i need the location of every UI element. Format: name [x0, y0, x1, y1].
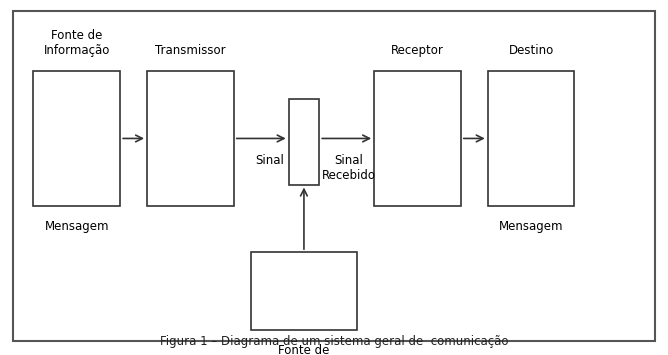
Text: Mensagem: Mensagem — [499, 220, 563, 233]
Text: Transmissor: Transmissor — [155, 44, 226, 57]
Bar — [250, 252, 357, 330]
Bar — [289, 99, 319, 185]
Text: Mensagem: Mensagem — [45, 220, 109, 233]
Bar — [488, 71, 574, 206]
Text: Sinal: Sinal — [255, 154, 284, 168]
Text: Receptor: Receptor — [391, 44, 444, 57]
Bar — [147, 71, 234, 206]
Text: Figura 1 – Diagrama de um sistema geral de  comunicação: Figura 1 – Diagrama de um sistema geral … — [160, 335, 508, 348]
Bar — [374, 71, 461, 206]
Text: Fonte de
Informação: Fonte de Informação — [43, 29, 110, 57]
Bar — [33, 71, 120, 206]
Text: Fonte de
Ruído: Fonte de Ruído — [279, 344, 329, 355]
Text: Destino: Destino — [508, 44, 554, 57]
Text: Sinal
Recebido: Sinal Recebido — [322, 154, 376, 182]
